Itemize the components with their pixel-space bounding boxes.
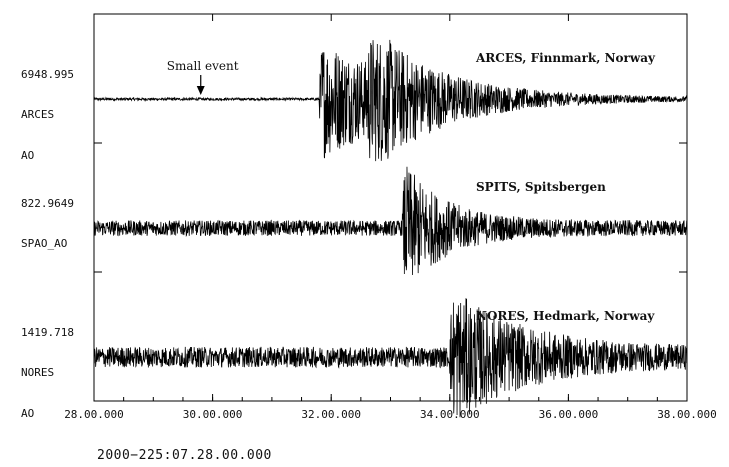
amplitude-label: 1419.718 (21, 326, 74, 339)
station-label: ARCES, Finnmark, Norway (475, 51, 656, 65)
channel-label: NORES (21, 366, 54, 379)
x-tick-label: 28.00.000 (64, 408, 124, 421)
trace-line (93, 166, 688, 275)
annotation-arrowhead (196, 86, 205, 95)
channel-label: ARCES (21, 108, 54, 121)
x-tick-label: 32.00.000 (301, 408, 361, 421)
annotation-label: Small event (167, 59, 239, 73)
labels: ARCES, Finnmark, Norway 6948.995 ARCES AO SP… (21, 51, 656, 420)
trace-line (93, 39, 688, 162)
channel-sublabel: AO (21, 407, 34, 420)
station-label: SPITS, Spitsbergen (476, 180, 606, 194)
x-tick-label: 36.00.000 (539, 408, 599, 421)
x-tick-label: 30.00.000 (183, 408, 243, 421)
amplitude-label: 822.9649 (21, 197, 74, 210)
trace-line (93, 298, 688, 418)
time-reference: 2000−225:07.28.00.000 (97, 448, 272, 463)
x-axis: 28.00.000 30.00.000 32.00.000 34.00.000 36.0… (64, 14, 717, 421)
channel-label: SPAO_AO (21, 237, 67, 250)
station-label: NORES, Hedmark, Norway (476, 309, 655, 323)
traces (93, 39, 688, 418)
amplitude-label: 6948.995 (21, 68, 74, 81)
channel-sublabel: AO (21, 149, 34, 162)
x-tick-label: 34.00.000 (420, 408, 480, 421)
x-tick-label: 38.00.000 (657, 408, 717, 421)
